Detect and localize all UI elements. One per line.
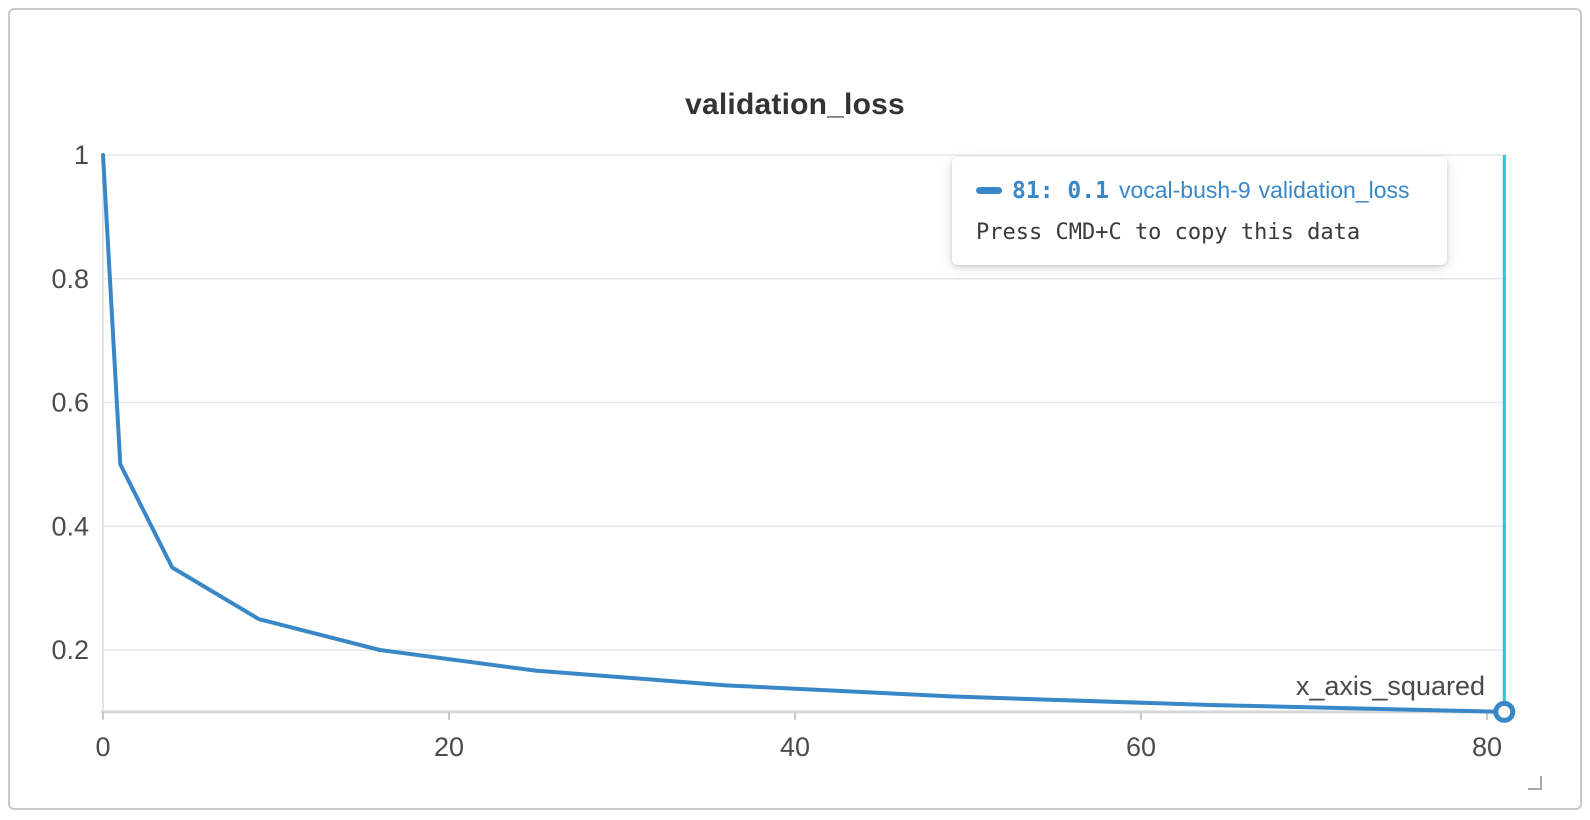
x-tick-label: 80 — [1472, 732, 1502, 762]
series-swatch-icon — [976, 187, 1002, 194]
panel-title: validation_loss — [685, 88, 905, 121]
tooltip-run-name[interactable]: vocal-bush-9 — [1118, 177, 1251, 203]
x-axis-title: x_axis_squared — [1295, 671, 1485, 701]
x-tick-label: 40 — [780, 732, 810, 762]
y-tick-label: 0.2 — [51, 635, 89, 665]
tooltip-point-value: 81: 0.1 — [1012, 177, 1109, 204]
tooltip-metric-name: validation_loss — [1258, 177, 1410, 203]
y-tick-label: 1 — [74, 140, 89, 170]
tooltip-copy-hint: Press CMD+C to copy this data — [976, 220, 1361, 245]
x-tick-label: 0 — [95, 732, 110, 762]
loss-line-series — [101, 153, 1507, 714]
x-tick-label: 20 — [434, 732, 464, 762]
y-tick-label: 0.8 — [51, 264, 89, 294]
y-tick-label: 0.4 — [51, 511, 89, 541]
x-tick-label: 60 — [1126, 732, 1156, 762]
chart-tooltip: 81: 0.1 vocal-bush-9 validation_loss Pre… — [952, 157, 1447, 265]
y-tick-label: 0.6 — [51, 388, 89, 418]
highlight-point-marker — [1493, 700, 1516, 723]
tooltip-series-row: 81: 0.1 vocal-bush-9 validation_loss — [976, 177, 1423, 204]
resize-handle-icon[interactable] — [1528, 776, 1542, 790]
panel-card — [8, 8, 1582, 810]
